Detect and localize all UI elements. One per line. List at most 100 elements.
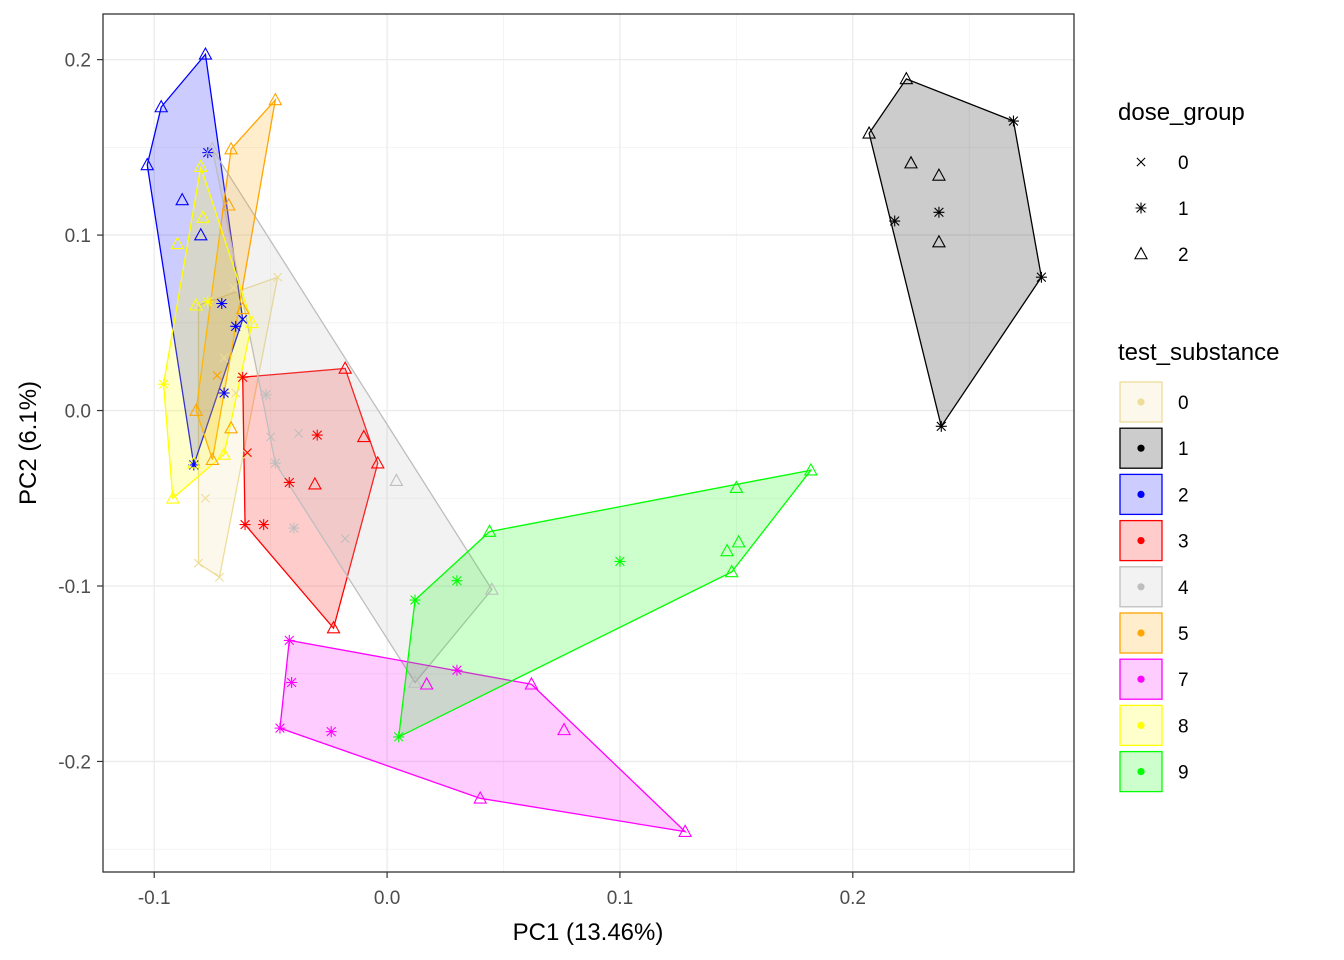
legend-key-dot-icon (1137, 444, 1145, 452)
point-substance-3 (326, 620, 341, 634)
point-substance-0 (214, 572, 224, 582)
legend-label-substance-2: 2 (1178, 485, 1189, 506)
point-substance-0 (242, 449, 252, 459)
point-substance-5 (235, 301, 250, 315)
point-substance-1 (862, 125, 877, 139)
point-substance-0 (231, 388, 241, 398)
point-substance-1 (1007, 115, 1019, 127)
legend-title-dose-group: dose_group (1118, 99, 1245, 126)
point-substance-0 (219, 353, 229, 363)
y-tick-label: -0.1 (58, 577, 91, 598)
point-substance-3 (237, 371, 249, 383)
point-substance-3 (356, 429, 371, 443)
legend-label-dose-1: 1 (1178, 199, 1189, 220)
point-substance-0 (193, 558, 203, 568)
point-substance-8 (193, 159, 208, 172)
point-substance-4 (269, 457, 281, 469)
point-substance-8 (158, 378, 170, 390)
point-substance-2 (188, 459, 200, 471)
legend-test-substance: test_substance 0 1 2 3 4 5 7 8 9 (1118, 339, 1279, 793)
legend-key-dot-icon (1137, 490, 1145, 498)
legend-key-dot-icon (1137, 629, 1145, 637)
legend-key-x-icon (1136, 157, 1146, 167)
point-substance-4 (260, 389, 272, 401)
y-tick-label: 0.2 (65, 51, 91, 72)
hull-substance-1 (868, 78, 1043, 428)
point-substance-9 (393, 731, 405, 743)
point-substance-7 (283, 634, 295, 646)
point-substance-5 (205, 452, 220, 465)
x-tick-label: 0.1 (607, 888, 633, 909)
x-tick-label: 0.0 (374, 888, 400, 909)
point-substance-0 (273, 272, 283, 282)
hull-substance-7 (279, 639, 688, 833)
legend-key-substance-0 (1119, 381, 1163, 423)
legend-label-dose-2: 2 (1178, 245, 1189, 266)
x-tick-label: 0.2 (840, 888, 866, 909)
point-substance-3 (370, 455, 385, 469)
point-substance-8 (202, 296, 214, 308)
point-substance-5 (221, 197, 236, 211)
point-substance-9 (614, 555, 626, 567)
point-substance-7 (419, 676, 434, 690)
point-substance-5 (224, 141, 239, 155)
x-tick-label: -0.1 (138, 888, 171, 909)
point-substance-8 (245, 315, 260, 329)
point-substance-2 (193, 227, 208, 241)
point-substance-9 (720, 543, 735, 557)
point-substance-2 (216, 298, 228, 310)
point-substance-2 (140, 157, 155, 171)
point-substance-1 (889, 215, 901, 227)
point-substance-5 (268, 92, 283, 106)
point-substance-9 (451, 575, 463, 587)
point-substance-9 (724, 564, 739, 578)
point-substance-2 (202, 147, 214, 159)
point-substance-7 (274, 722, 286, 734)
minor-gridlines (103, 14, 1074, 872)
legend-label-substance-0: 0 (1178, 393, 1189, 414)
point-substance-5 (189, 403, 204, 416)
hull-substance-2 (146, 52, 244, 466)
point-substance-8 (186, 455, 201, 469)
point-substance-0 (228, 283, 238, 293)
point-substance-8 (170, 236, 185, 250)
legend-label-substance-9: 9 (1178, 763, 1189, 784)
point-substance-7 (286, 677, 298, 689)
point-substance-2 (175, 192, 190, 206)
legend-label-substance-8: 8 (1178, 716, 1189, 737)
hull-substance-9 (397, 469, 813, 739)
point-substance-7 (473, 790, 488, 804)
y-tick-label: 0.1 (65, 226, 91, 247)
point-substance-9 (731, 534, 746, 548)
point-substance-0 (200, 493, 210, 503)
legend-key-dot-icon (1137, 721, 1145, 730)
point-substance-8 (189, 297, 204, 311)
point-substance-1 (931, 167, 946, 181)
point-substance-1 (935, 420, 947, 432)
legend-dose-group: dose_group 0 1 2 (1118, 99, 1245, 266)
point-substance-2 (218, 387, 230, 399)
point-substance-4 (340, 534, 350, 544)
legend-key-dot-icon (1137, 675, 1145, 683)
legend-key-dot-icon (1137, 537, 1145, 545)
point-substance-1 (931, 234, 946, 248)
legend-key-dot-icon (1137, 768, 1145, 776)
point-substance-2 (154, 99, 169, 113)
y-axis-title: PC2 (6.1%) (15, 381, 42, 505)
point-substance-4 (408, 675, 423, 688)
legend-label-substance-3: 3 (1178, 532, 1189, 553)
point-substance-4 (389, 473, 404, 487)
point-substance-5 (224, 420, 239, 434)
panel-border (102, 13, 1075, 873)
y-tick-label: -0.2 (58, 752, 91, 773)
point-substance-1 (933, 206, 945, 218)
point-substance-8 (217, 446, 232, 460)
legend-key-dot-icon (1137, 398, 1145, 406)
point-substance-4 (288, 522, 300, 534)
point-substance-4 (205, 141, 220, 155)
point-substance-7 (557, 722, 572, 736)
point-substance-8 (165, 490, 180, 504)
legend-label-substance-4: 4 (1178, 578, 1189, 599)
point-substance-3 (338, 360, 353, 374)
